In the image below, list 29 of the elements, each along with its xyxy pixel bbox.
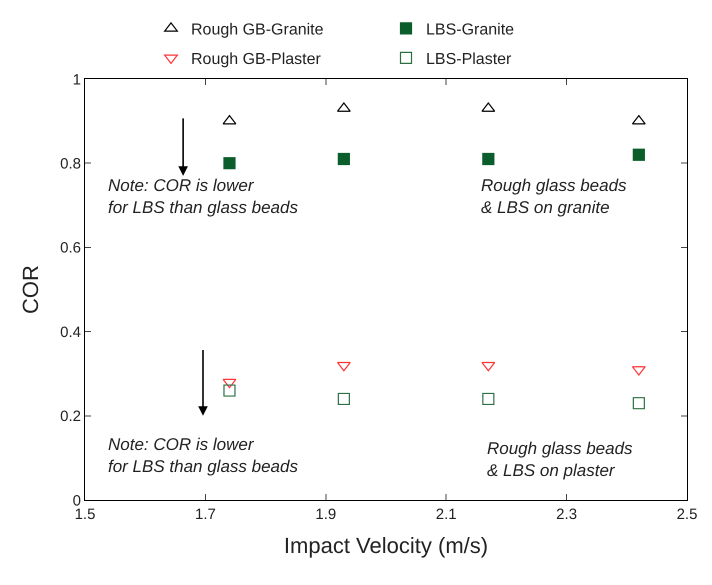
legend-label: LBS-Plaster	[426, 51, 512, 68]
legend-label: Rough GB-Plaster	[191, 51, 322, 68]
x-tick-label: 1.9	[315, 506, 336, 523]
annotation: Rough glass beads & LBS on granite	[481, 176, 628, 218]
y-tick-label: 0.2	[60, 408, 81, 426]
point	[632, 148, 645, 161]
point	[338, 152, 350, 166]
x-axis-title: Impact Velocity (m/s)	[284, 532, 488, 558]
annotation: Note: COR is lower for LBS than glass beads	[108, 176, 298, 218]
point	[632, 397, 645, 410]
annotation: Rough glass beads & LBS on plaster	[487, 439, 634, 480]
x-tick-label: 2.1	[436, 506, 457, 523]
y-tick-label: 0.6	[60, 240, 81, 257]
point	[482, 392, 494, 406]
x-tick-label: 2.5	[676, 506, 698, 523]
x-tick-label: 1.7	[194, 506, 216, 523]
point	[338, 392, 350, 406]
point	[482, 152, 494, 166]
y-tick-label: 1	[72, 71, 81, 88]
legend-label: Rough GB-Granite	[191, 22, 324, 39]
point	[223, 384, 236, 397]
annotation: Note: COR is lower for LBS than glass beads	[108, 435, 298, 476]
x-tick-label: 2.3	[556, 506, 578, 523]
point	[223, 157, 236, 170]
point	[222, 378, 236, 388]
y-axis-title: COR	[18, 265, 43, 314]
legend-label: LBS-Granite	[426, 22, 514, 39]
y-tick-label: 0.8	[60, 155, 81, 172]
y-tick-label: 0.4	[60, 324, 81, 341]
